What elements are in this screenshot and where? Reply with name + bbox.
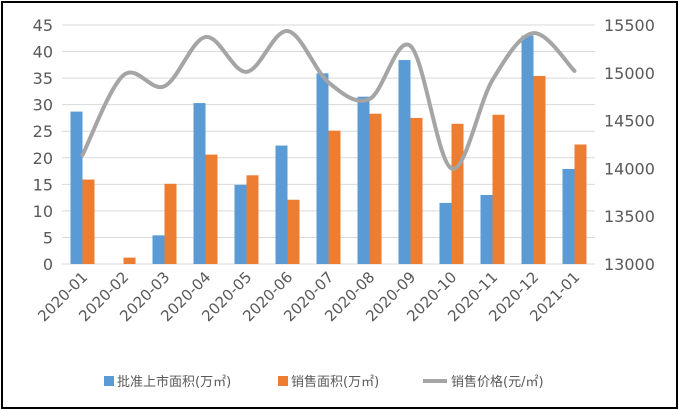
bar-approved-area [193,103,206,264]
y-right-tick-label: 13000 [604,255,655,274]
y-left-tick-label: 20 [33,149,53,168]
legend-swatch [278,376,288,386]
bar-sales-area [492,114,505,264]
y-left-tick-label: 0 [43,255,53,274]
bar-approved-area [316,73,329,264]
bar-approved-area [521,35,534,264]
bar-sales-area [533,75,546,264]
bar-approved-area [439,202,452,264]
legend-label: 销售面积(万㎡) [291,374,379,390]
bar-sales-area [410,117,423,264]
bar-sales-area [82,179,95,264]
bar-sales-area [164,183,177,264]
bar-approved-area [152,235,165,264]
bar-approved-area [234,184,247,264]
bar-sales-area [369,113,382,264]
y-right-tick-label: 14000 [604,159,655,178]
bar-sales-area [246,175,259,264]
y-left-tick-label: 40 [33,43,53,62]
y-right-tick-label: 13500 [604,207,655,226]
legend-label: 销售价格(元/㎡) [451,374,544,390]
y-left-tick-label: 10 [33,202,53,221]
y-left-tick-label: 15 [33,175,53,194]
legend-swatch [104,376,114,386]
legend-label: 批准上市面积(万㎡) [117,374,231,390]
y-left-tick-label: 35 [33,69,53,88]
bar-sales-area [287,199,300,264]
bar-approved-area [398,60,411,265]
bar-sales-area [205,154,218,264]
bar-sales-area [123,257,136,264]
y-right-tick-label: 15000 [604,64,655,83]
bar-approved-area [480,194,493,264]
bar-approved-area [275,145,288,264]
bar-approved-area [70,111,83,265]
bar-sales-area [574,144,587,264]
y-left-tick-label: 5 [43,228,53,247]
bar-sales-area [328,130,341,264]
bar-sales-area [451,123,464,264]
bar-approved-area [357,96,370,264]
y-left-tick-label: 25 [33,122,53,141]
y-right-tick-label: 15500 [604,16,655,35]
y-right-tick-label: 14500 [604,112,655,131]
price-line [80,29,577,171]
bar-approved-area [562,168,575,264]
y-left-tick-label: 30 [33,96,53,115]
y-left-tick-label: 45 [33,16,53,35]
